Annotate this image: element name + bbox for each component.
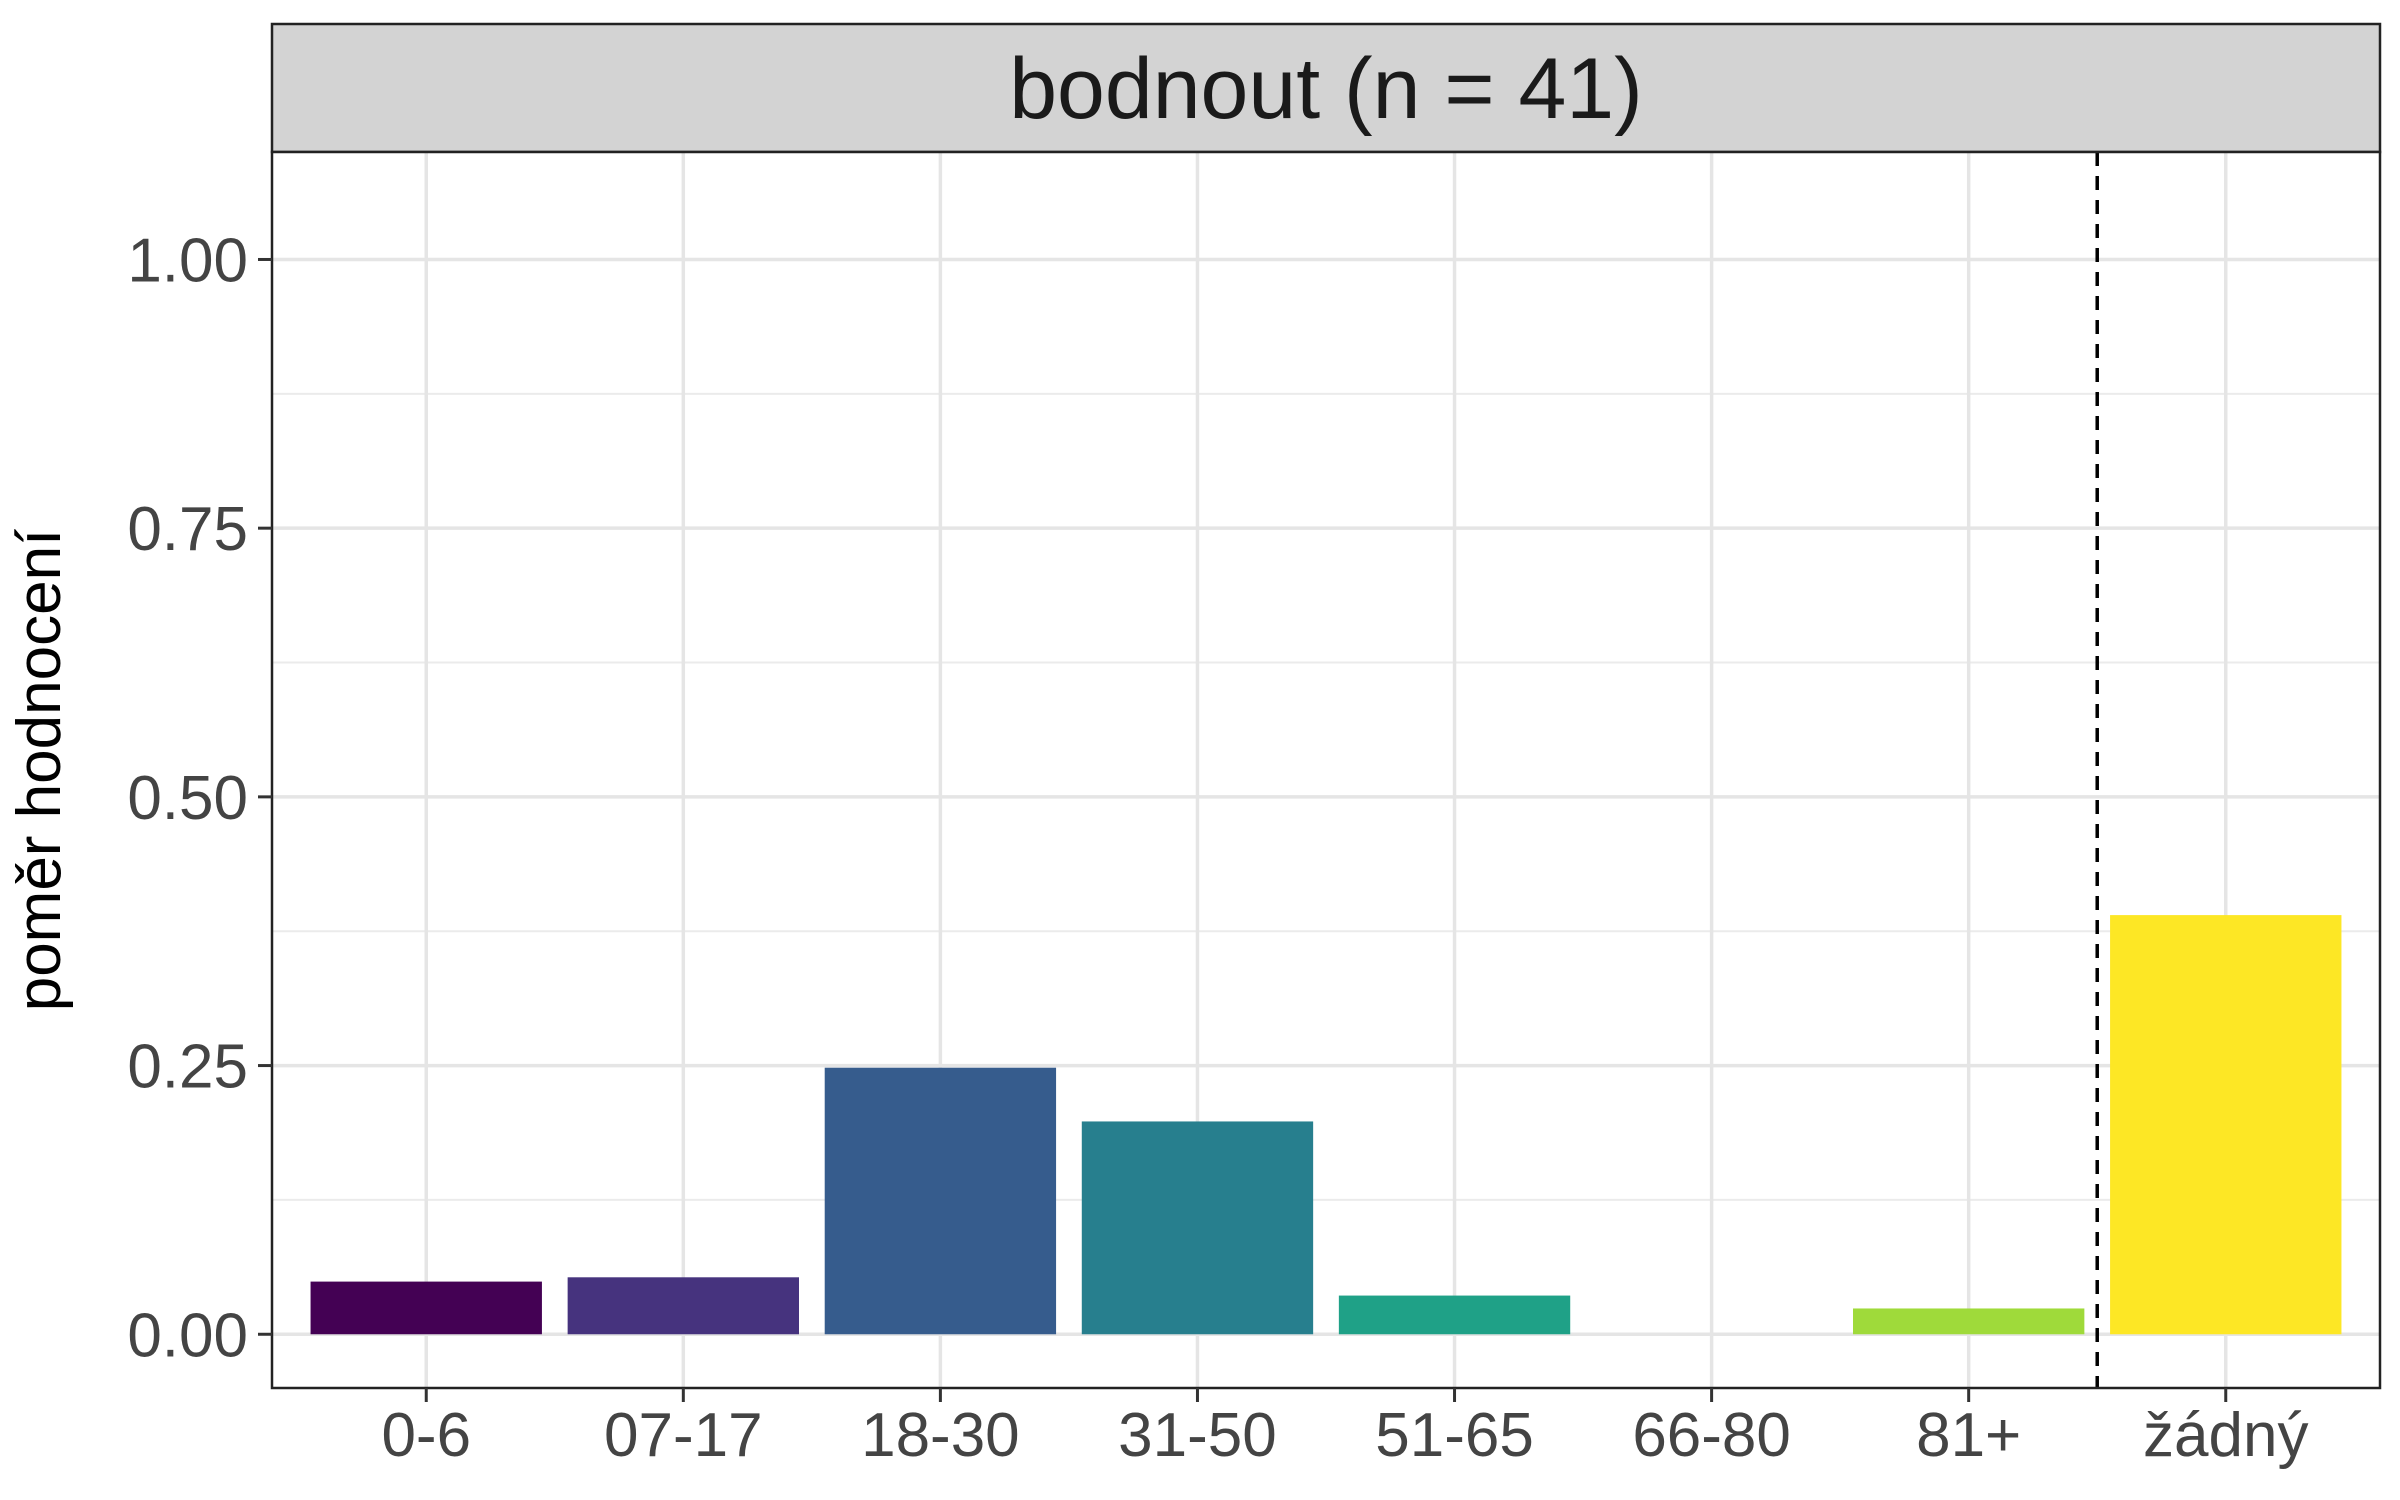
- major-gridlines: [272, 152, 2380, 1388]
- x-tick-label: 51-65: [1375, 1401, 1534, 1470]
- bars: [310, 915, 2342, 1335]
- bar-0-6: [310, 1281, 542, 1335]
- bar-51-65: [1338, 1295, 1571, 1335]
- bar-07-17: [567, 1277, 799, 1335]
- x-tick-label: 81+: [1916, 1401, 2021, 1470]
- x-tick-label: 18-30: [861, 1401, 1020, 1470]
- x-tick-label: 31-50: [1118, 1401, 1277, 1470]
- y-tick-label: 0.25: [127, 1033, 248, 1102]
- x-tick-label: 07-17: [604, 1401, 763, 1470]
- plot-panel: [272, 152, 2380, 1388]
- y-axis-label: poměr hodnocení: [5, 529, 74, 1012]
- plot-border: [270, 150, 2382, 1390]
- minor-gridlines: [272, 392, 2380, 1201]
- x-tick-label: 0-6: [381, 1401, 471, 1470]
- facet-strip: [270, 22, 2382, 154]
- x-axis: 0-6 07-17 18-30 31-50 51-65 66-80 81+ žádný: [381, 1388, 2308, 1470]
- y-tick-label: 0.00: [127, 1301, 248, 1370]
- chart-title: bodnout (n = 41): [1009, 41, 1643, 137]
- bar-žádný: [2110, 915, 2342, 1335]
- bar-18-30: [824, 1067, 1057, 1335]
- y-tick-label: 1.00: [127, 226, 248, 295]
- bar-81+: [1853, 1308, 2085, 1335]
- y-axis: 0.00 0.25 0.50 0.75 1.00: [127, 226, 272, 1370]
- y-tick-label: 0.50: [127, 764, 248, 833]
- y-tick-label: 0.75: [127, 495, 248, 564]
- x-tick-label: žádný: [2143, 1401, 2308, 1470]
- x-tick-label: 66-80: [1632, 1401, 1791, 1470]
- bar-31-50: [1081, 1121, 1314, 1335]
